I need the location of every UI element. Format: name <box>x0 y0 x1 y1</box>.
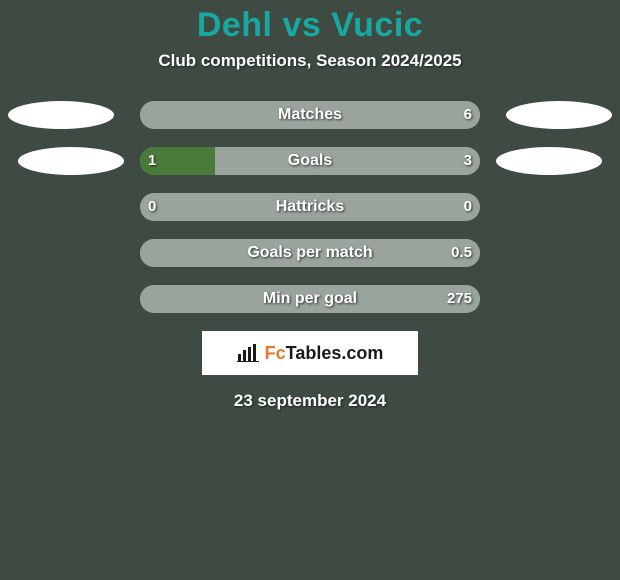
stat-row: Goals1 3 <box>0 147 620 175</box>
bar-chart-icon <box>237 344 259 362</box>
stat-value-right: 0 <box>464 193 472 221</box>
stat-value-left: 0 <box>148 193 156 221</box>
stat-value-right: 6 <box>464 101 472 129</box>
stat-label: Min per goal <box>140 285 480 313</box>
stat-row: Min per goal275 <box>0 285 620 313</box>
stat-label: Goals <box>140 147 480 175</box>
subtitle: Club competitions, Season 2024/2025 <box>0 51 620 71</box>
stat-label: Goals per match <box>140 239 480 267</box>
stat-row: Matches6 <box>0 101 620 129</box>
title-vs: vs <box>282 6 321 44</box>
brand-suffix: Tables.com <box>286 343 384 363</box>
comparison-chart: Matches6 Goals1 3 Hattricks0 0 Goals per matc… <box>0 101 620 313</box>
stat-row: Hattricks0 0 <box>0 193 620 221</box>
stat-row: Goals per match0.5 <box>0 239 620 267</box>
stat-value-right: 0.5 <box>451 239 472 267</box>
title-player-left: Dehl <box>197 6 273 44</box>
brand-box[interactable]: FcTables.com <box>202 331 418 375</box>
stat-label: Matches <box>140 101 480 129</box>
page-title: Dehl vs Vucic <box>0 0 620 45</box>
page: Dehl vs Vucic Club competitions, Season … <box>0 0 620 580</box>
stat-label: Hattricks <box>140 193 480 221</box>
title-player-right: Vucic <box>331 6 423 44</box>
stat-value-right: 275 <box>447 285 472 313</box>
date-text: 23 september 2024 <box>0 391 620 411</box>
stat-value-right: 3 <box>464 147 472 175</box>
brand-text: FcTables.com <box>265 343 384 364</box>
brand-prefix: Fc <box>265 343 286 363</box>
stat-value-left: 1 <box>148 147 156 175</box>
